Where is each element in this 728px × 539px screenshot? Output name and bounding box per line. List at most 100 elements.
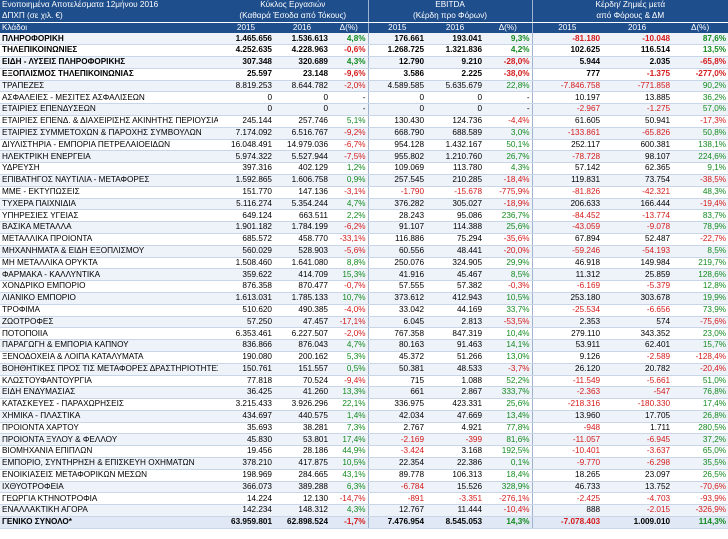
ebitda-delta: -18,9% <box>484 198 533 211</box>
table-row: ΤΥΧΕΡΑ ΠΑΙΧΝΙΔΙΑ 5.116.274 5.354.244 4,7% 37… <box>0 198 728 211</box>
sector-name: ΧΗΜΙΚΑ - ΠΛΑΣΤΙΚΑ <box>0 410 218 423</box>
ebitda-delta: -775,9% <box>484 186 533 199</box>
profit-2016: 13.885 <box>602 91 673 105</box>
ebitda-2016: 423.331 <box>426 398 485 411</box>
sales-2015: 649.124 <box>218 209 274 223</box>
sales-delta: 13,3% <box>330 386 369 400</box>
ebitda-2016: 305.027 <box>426 198 485 211</box>
ebitda-2015: 373.612 <box>368 292 427 305</box>
sector-name: ΤΗΛΕΠΙΚΟΙΝΩΝΙΕΣ <box>0 44 218 57</box>
sales-2016: 147.136 <box>274 186 330 199</box>
sales-delta: 43,1% <box>330 469 369 482</box>
table-row: ΜΗΧΑΝΗΜΑΤΑ & ΕΙΔΗ ΕΞΟΠΛΙΣΜΟΥ 560.029 528.9… <box>0 245 728 258</box>
ebitda-2016: 124.736 <box>426 115 485 128</box>
delta-header: Δ(%) <box>672 22 728 34</box>
ebitda-delta: 13,4% <box>484 410 533 423</box>
profit-2015: 11.312 <box>532 268 603 282</box>
sales-2016: 1.606.758 <box>274 174 330 187</box>
sales-delta: 4,3% <box>330 504 369 518</box>
ebitda-2015: 130.430 <box>368 115 427 128</box>
sector-name: ΕΙΔΗ - ΛΥΣΕΙΣ ΠΛΗΡΟΦΟΡΙΚΗΣ <box>0 56 218 69</box>
ebitda-2016: 1.321.836 <box>426 44 485 57</box>
sector-name: ΜΕΤΑΛΛΙΚΑ ΠΡΟΙΟΝΤΑ <box>0 233 218 246</box>
sector-name: ΛΙΑΝΙΚΟ ΕΜΠΟΡΙΟ <box>0 292 218 305</box>
sales-2016: 320.689 <box>274 56 330 69</box>
sales-2016: 284.665 <box>274 469 330 482</box>
ebitda-2016: 15.526 <box>426 481 485 494</box>
sales-2015: 19.456 <box>218 445 274 459</box>
table-row: ΜΗ ΜΕΤΑΛΛΙΚΑ ΟΡΥΚΤΑ 1.508.460 1.641.080 8,8… <box>0 257 728 270</box>
ebitda-delta: 4,2% <box>484 44 533 57</box>
ebitda-delta: 3,0% <box>484 127 533 140</box>
profit-2016: 2.035 <box>602 56 673 69</box>
ebitda-2015: 4.589.585 <box>368 80 427 93</box>
profit-2015: -948 <box>532 422 603 435</box>
ebitda-delta: -4,4% <box>484 115 533 128</box>
table-row: ΕΙΔΗ ΕΝΔΥΜΑΣΙΑΣ 36.425 41.260 13,3% 661 2.867… <box>0 386 728 400</box>
profit-2015: 279.110 <box>532 327 603 341</box>
ebitda-2015: 42.034 <box>368 410 427 423</box>
sales-2015: 366.073 <box>218 481 274 494</box>
sector-name: ΤΡΑΠΕΖΕΣ <box>0 80 218 93</box>
table-row: ΚΑΤΑΣΚΕΥΕΣ - ΠΑΡΑΧΩΡΗΣΕΙΣ 3.215.433 3.926.… <box>0 398 728 411</box>
profit-delta: 78,9% <box>672 221 728 234</box>
profit-delta: 37,2% <box>672 433 728 447</box>
profit-2016: -10.048 <box>602 33 673 46</box>
table-row: ΕΙΔΗ - ΛΥΣΕΙΣ ΠΛΗΡΟΦΟΡΙΚΗΣ 307.348 320.689… <box>0 56 728 69</box>
ebitda-2015: -1.790 <box>368 186 427 199</box>
sales-delta: 8,8% <box>330 257 369 270</box>
sales-delta: - <box>330 103 369 116</box>
sales-2016: 490.385 <box>274 304 330 317</box>
sector-name: ΕΤΑΙΡΙΕΣ ΕΠΕΝΔΥΣΕΩΝ <box>0 103 218 116</box>
ebitda-delta: -276,1% <box>484 492 533 506</box>
sales-2015: 77.818 <box>218 375 274 388</box>
sector-name: ΕΝΑΛΛΑΚΤΙΚΗ ΑΓΟΡΑ <box>0 504 218 518</box>
profit-delta: 19,9% <box>672 292 728 305</box>
ebitda-2015: 45.372 <box>368 351 427 364</box>
ebitda-2016: 1.088 <box>426 375 485 388</box>
sales-2015: 1.465.656 <box>218 33 274 46</box>
profit-2015: -2.425 <box>532 492 603 506</box>
profit-2015: -6.169 <box>532 280 603 293</box>
sales-2016: 870.477 <box>274 280 330 293</box>
sales-delta: -9,4% <box>330 375 369 388</box>
sector-name: ΕΙΔΗ ΕΝΔΥΜΑΣΙΑΣ <box>0 386 218 400</box>
sales-delta: -14,7% <box>330 492 369 506</box>
ebitda-delta: 29,9% <box>484 257 533 270</box>
sales-2015: 836.866 <box>218 339 274 352</box>
sales-2015: 5.116.274 <box>218 198 274 211</box>
profit-2015: 61.605 <box>532 115 603 128</box>
profit-delta: -128,4% <box>672 351 728 364</box>
ebitda-2015: 57.555 <box>368 280 427 293</box>
ebitda-2015: 250.076 <box>368 257 427 270</box>
ebitda-2015: 89.778 <box>368 469 427 482</box>
year-2016-header: 2016 <box>426 22 485 34</box>
profit-delta: 138,1% <box>672 139 728 152</box>
profit-2016: 23.097 <box>602 469 673 482</box>
sales-2015: 36.425 <box>218 386 274 400</box>
profit-2015: 777 <box>532 68 603 81</box>
ebitda-2016: 51.266 <box>426 351 485 364</box>
profit-2015: 5.944 <box>532 56 603 69</box>
sales-2016: 663.511 <box>274 209 330 223</box>
sector-name: ΦΑΡΜΑΚΑ - ΚΑΛΛΥΝΤΙΚΑ <box>0 268 218 282</box>
sales-2016: 41.260 <box>274 386 330 400</box>
profit-delta: -19,4% <box>672 198 728 211</box>
profit-2016: 62.401 <box>602 339 673 352</box>
ebitda-2016: 22.386 <box>426 457 485 470</box>
sales-2015: 16.048.491 <box>218 139 274 152</box>
profit-delta: 15,7% <box>672 339 728 352</box>
profit-delta: 57,0% <box>672 103 728 116</box>
sales-2015: 150.761 <box>218 363 274 376</box>
table-row: ΒΟΗΘΗΤΙΚΕΣ ΠΡΟΣ ΤΙΣ ΜΕΤΑΦΟΡΕΣ ΔΡΑΣΤΗΡΙΟΤ… <box>0 363 728 376</box>
ebitda-2016: 1.432.167 <box>426 139 485 152</box>
sales-delta: -1,7% <box>330 516 369 529</box>
profit-2016: -180.330 <box>602 398 673 411</box>
sales-delta: 4,8% <box>330 33 369 46</box>
year-2015-header: 2015 <box>368 22 427 34</box>
sales-2016: 528.903 <box>274 245 330 258</box>
profit-2015: 26.120 <box>532 363 603 376</box>
profit-delta: -75,6% <box>672 316 728 329</box>
profit-delta: -70,6% <box>672 481 728 494</box>
profit-2015: -43.059 <box>532 221 603 234</box>
